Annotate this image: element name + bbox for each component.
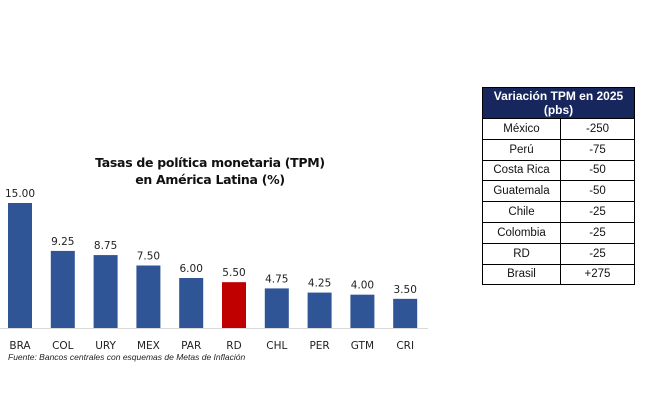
table-row: Guatemala -50 — [482, 180, 635, 203]
data-label: 15.00 — [5, 188, 35, 200]
country-cell: Guatemala — [482, 180, 561, 203]
country-cell: Perú — [482, 138, 561, 161]
table-row: Costa Rica -50 — [482, 159, 635, 182]
bar-cri — [393, 298, 418, 328]
country-cell: Colombia — [482, 221, 561, 244]
table-row: RD -25 — [482, 242, 635, 265]
value-cell: -25 — [560, 242, 635, 265]
table-row: Chile -25 — [482, 201, 635, 223]
table-header: Variación TPM en 2025 (pbs) — [482, 87, 635, 119]
x-tick-label: RD — [226, 340, 241, 352]
bar-mex — [136, 265, 161, 328]
data-label: 5.50 — [222, 267, 245, 279]
data-label: 4.75 — [265, 273, 288, 285]
country-cell: Costa Rica — [482, 159, 561, 182]
chart-title: Tasas de política monetaria (TPM) en Amé… — [60, 154, 360, 188]
tpm-variation-table: Variación TPM en 2025 (pbs) México -250 Pe… — [482, 87, 635, 286]
data-label: 8.75 — [94, 240, 117, 252]
table-row: Perú -75 — [482, 138, 635, 161]
value-cell: -50 — [560, 180, 635, 203]
value-cell: -25 — [560, 221, 635, 244]
x-tick-label: PER — [309, 340, 329, 352]
bar-bra — [8, 203, 32, 328]
x-tick-label: CHL — [266, 340, 287, 352]
chart-title-line-1: Tasas de política monetaria (TPM) — [95, 155, 325, 170]
chart-source: Fuente: Bancos centrales con esquemas de… — [8, 352, 246, 362]
x-tick-label: COL — [52, 340, 74, 352]
data-label: 3.50 — [394, 284, 417, 296]
value-cell: -25 — [560, 201, 635, 223]
table-row: Colombia -25 — [482, 221, 635, 244]
value-cell: -250 — [560, 118, 635, 140]
data-label: 6.00 — [180, 263, 203, 275]
data-label: 4.25 — [308, 278, 331, 290]
value-cell: -75 — [560, 138, 635, 161]
data-label: 9.25 — [51, 236, 74, 248]
bar-chart: 15.00 BRA 9.25 COL 8.75 URY 7.50 MEX 6.00 PAR 5.50… — [0, 188, 428, 352]
table-row: Brasil +275 — [482, 263, 635, 286]
bar-per — [307, 292, 332, 328]
data-label: 4.00 — [351, 280, 374, 292]
x-tick-label: PAR — [181, 340, 201, 352]
country-cell: Chile — [482, 201, 561, 223]
x-tick-label: BRA — [9, 340, 31, 352]
x-tick-label: CRI — [396, 340, 414, 352]
x-tick-label: GTM — [351, 340, 374, 352]
x-tick-label: MEX — [137, 340, 160, 352]
bar-par — [179, 278, 204, 328]
country-cell: México — [482, 118, 561, 140]
x-tick-label: URY — [95, 340, 116, 352]
country-cell: RD — [482, 242, 561, 265]
data-label: 7.50 — [137, 251, 160, 263]
table-row: México -250 — [482, 118, 635, 140]
value-cell: -50 — [560, 159, 635, 182]
chart-title-line-2: en América Latina (%) — [135, 172, 285, 187]
bar-gtm — [350, 294, 375, 328]
bar-col — [50, 250, 75, 328]
bar-chl — [264, 288, 289, 328]
country-cell: Brasil — [482, 263, 561, 286]
value-cell: +275 — [560, 263, 635, 286]
bar-ury — [93, 255, 118, 328]
bar-rd — [222, 282, 246, 328]
